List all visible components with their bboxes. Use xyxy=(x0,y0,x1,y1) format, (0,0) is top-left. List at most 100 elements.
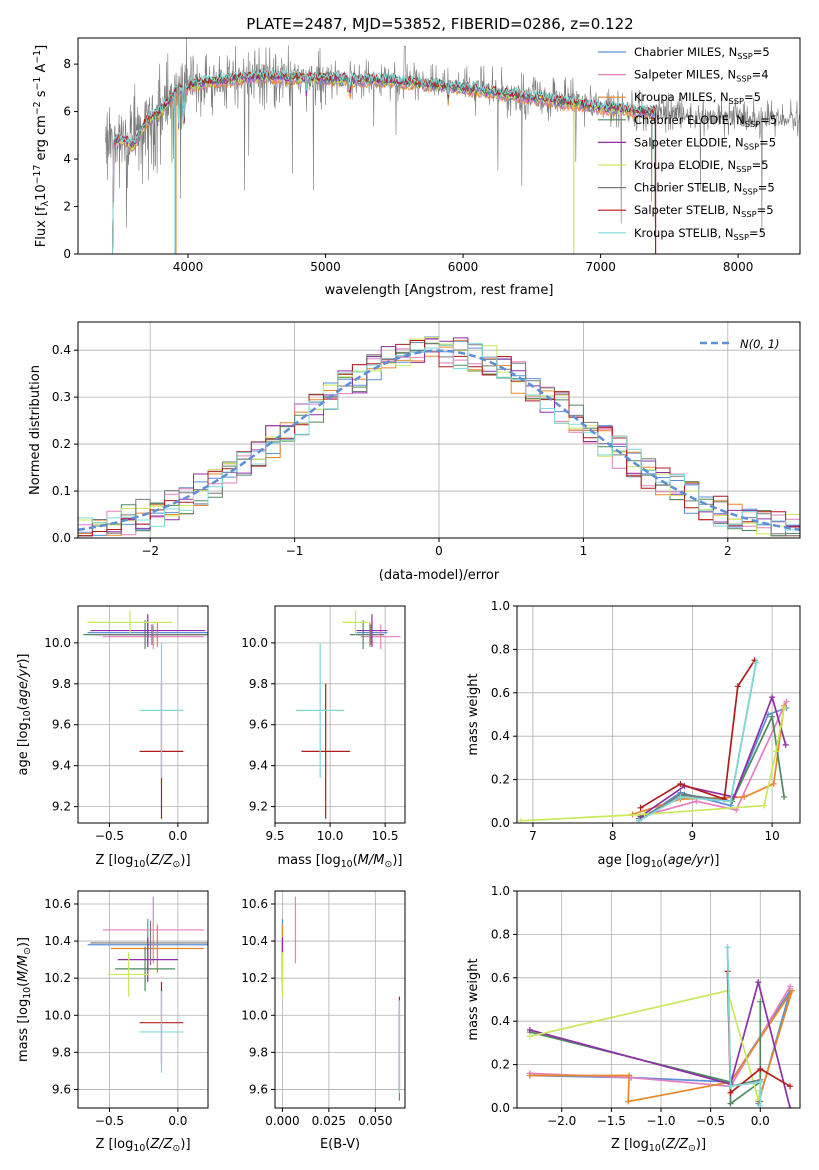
weight-line-kroupa_miles xyxy=(529,990,793,1103)
x-tick-label: 10.0 xyxy=(317,829,344,843)
weight-marker-chabrier_elodie xyxy=(769,713,776,720)
panel-mass_vs_Z: −0.5 0.0 9.6 9.8 10.0 10.2 10.4 10.6 Z [log10(Z/… xyxy=(16,890,209,1154)
figure-title: PLATE=2487, MJD=53852, FIBERID=0286, z=0… xyxy=(246,15,633,33)
weight-marker-salpeter_stelib xyxy=(787,1083,794,1090)
hist-step-kroupa_stelib xyxy=(78,343,800,531)
weight-line-kroupa_stelib xyxy=(638,662,758,822)
legend-entry: Chabrier MILES, NSSP=5 xyxy=(634,45,770,61)
x-tick-label: 10 xyxy=(764,829,779,843)
y-tick-label: 10.4 xyxy=(241,934,268,948)
panel-age_vs_mass: 9.5 10.0 10.5 9.2 9.4 9.6 9.8 10.0 mass [log10(M… xyxy=(241,605,406,870)
legend-entry: Salpeter ELODIE, NSSP=5 xyxy=(634,135,776,151)
legend-entry: Salpeter MILES, NSSP=4 xyxy=(634,68,769,84)
x-tick-label: −0.5 xyxy=(95,829,124,843)
panel-mass_vs_ebv: 0.000 0.025 0.050 9.6 9.8 10.0 10.2 10.4 10.6 E(B… xyxy=(241,890,406,1152)
weight-marker-kroupa_stelib xyxy=(724,944,731,951)
x-axis-label: Z [log10(Z/Z⊙)] xyxy=(611,1137,706,1154)
y-tick-label: 9.2 xyxy=(52,800,71,814)
y-tick-label: 10.4 xyxy=(44,934,71,948)
x-axis-label: (data-model)/error xyxy=(379,568,500,583)
x-tick-label: 7000 xyxy=(585,260,616,274)
weight-marker-salpeter_stelib xyxy=(637,804,644,811)
x-tick-label: −1.0 xyxy=(646,1114,675,1128)
panel-residuals: −2 −1 0 1 2 0.0 0.1 0.2 0.3 0.4 N(0, 1) (data-model… xyxy=(28,321,801,583)
y-tick-label: 9.2 xyxy=(249,800,268,814)
y-tick-label: 0.4 xyxy=(52,343,71,357)
y-tick-label: 0.0 xyxy=(491,1101,510,1115)
legend-entry: Chabrier STELIB, NSSP=5 xyxy=(634,181,775,197)
panel-weight_vs_age: 7 8 9 10 0.0 0.2 0.4 0.6 0.8 1.0 age [log10(age/yr… xyxy=(466,599,801,870)
x-axis-label: E(B-V) xyxy=(320,1137,360,1152)
y-tick-label: 9.6 xyxy=(249,1082,268,1096)
observed-spectrum-line xyxy=(105,38,800,236)
x-tick-label: 5000 xyxy=(310,260,341,274)
y-tick-label: 10.0 xyxy=(44,636,71,650)
plot-area xyxy=(87,896,208,1073)
axes-frame xyxy=(77,37,801,255)
axes-frame xyxy=(77,605,209,824)
weight-marker-kroupa_stelib xyxy=(727,1083,734,1090)
y-tick-label: 0.2 xyxy=(491,773,510,787)
legend-entry: Kroupa MILES, NSSP=5 xyxy=(634,90,761,106)
model-line-salpeter_stelib xyxy=(112,68,657,254)
axes-frame xyxy=(77,890,209,1109)
plot-area xyxy=(83,610,208,819)
y-tick-label: 10.0 xyxy=(241,1008,268,1022)
y-tick-label: 9.6 xyxy=(52,718,71,732)
x-tick-label: 8000 xyxy=(723,260,754,274)
y-tick-label: 0.2 xyxy=(491,1058,510,1072)
legend-entry: N(0, 1) xyxy=(740,337,780,351)
weight-line-kroupa_elodie xyxy=(529,989,762,1100)
y-tick-label: 0.4 xyxy=(491,729,510,743)
y-tick-label: 1.0 xyxy=(491,599,510,613)
weight-marker-kroupa_stelib xyxy=(753,659,760,666)
weight-marker-kroupa_elodie xyxy=(761,802,768,809)
x-tick-label: 2 xyxy=(724,544,732,558)
y-tick-label: 0.3 xyxy=(52,390,71,404)
x-tick-label: 7 xyxy=(529,829,537,843)
x-axis-label: mass [log10(M/M⊙)] xyxy=(278,853,403,870)
y-tick-label: 9.8 xyxy=(52,1045,71,1059)
weight-marker-chabrier_elodie xyxy=(727,1100,734,1107)
y-tick-label: 9.8 xyxy=(52,677,71,691)
y-tick-label: 0.0 xyxy=(52,531,71,545)
x-tick-label: 0.0 xyxy=(751,1114,770,1128)
axes-frame xyxy=(516,890,801,1109)
y-tick-label: 10.6 xyxy=(241,897,268,911)
y-tick-label: 0.8 xyxy=(491,642,510,656)
weight-marker-kroupa_elodie xyxy=(781,704,788,711)
normal-curve xyxy=(78,349,800,532)
y-tick-label: 9.6 xyxy=(249,718,268,732)
y-axis-label: Normed distribution xyxy=(28,365,43,495)
panels: 4000 5000 6000 7000 8000 0 2 4 6 8 wavelength [Ang… xyxy=(16,37,801,1154)
weight-marker-salpeter_elodie xyxy=(769,694,776,701)
model-line-kroupa_stelib xyxy=(112,68,657,254)
y-axis-label: mass weight xyxy=(466,958,481,1040)
x-tick-label: 0.0 xyxy=(168,1114,187,1128)
y-tick-label: 9.8 xyxy=(249,1045,268,1059)
y-tick-label: 0.2 xyxy=(52,437,71,451)
y-tick-label: 10.6 xyxy=(44,897,71,911)
x-tick-label: 0.000 xyxy=(265,1114,299,1128)
weight-marker-kroupa_stelib xyxy=(757,1078,764,1085)
x-axis-label: Z [log10(Z/Z⊙)] xyxy=(95,1137,190,1154)
panel-spectrum: 4000 5000 6000 7000 8000 0 2 4 6 8 wavelength [Ang… xyxy=(32,37,801,298)
weight-marker-kroupa_elodie xyxy=(773,748,780,755)
x-tick-label: −0.5 xyxy=(95,1114,124,1128)
panel-age_vs_Z: −0.5 0.0 9.2 9.4 9.6 9.8 10.0 Z [log10(Z/Z⊙)] ag… xyxy=(16,605,209,870)
plot-area xyxy=(295,610,401,819)
axes-frame xyxy=(274,890,406,1109)
weight-marker-kroupa_stelib xyxy=(677,793,684,800)
y-tick-label: 0.4 xyxy=(491,1014,510,1028)
y-tick-label: 9.4 xyxy=(52,759,71,773)
x-tick-label: 9.5 xyxy=(265,829,284,843)
legend-entry: Salpeter STELIB, NSSP=5 xyxy=(634,203,774,219)
legend-entry: Chabrier ELODIE, NSSP=5 xyxy=(634,113,777,129)
axes-frame xyxy=(516,605,801,824)
plot-area xyxy=(105,38,800,254)
y-tick-label: 0.6 xyxy=(491,686,510,700)
y-tick-label: 0.6 xyxy=(491,971,510,985)
weight-line-kroupa_stelib xyxy=(726,947,762,1106)
legend: Chabrier MILES, NSSP=5 Salpeter MILES, NS… xyxy=(598,45,777,242)
